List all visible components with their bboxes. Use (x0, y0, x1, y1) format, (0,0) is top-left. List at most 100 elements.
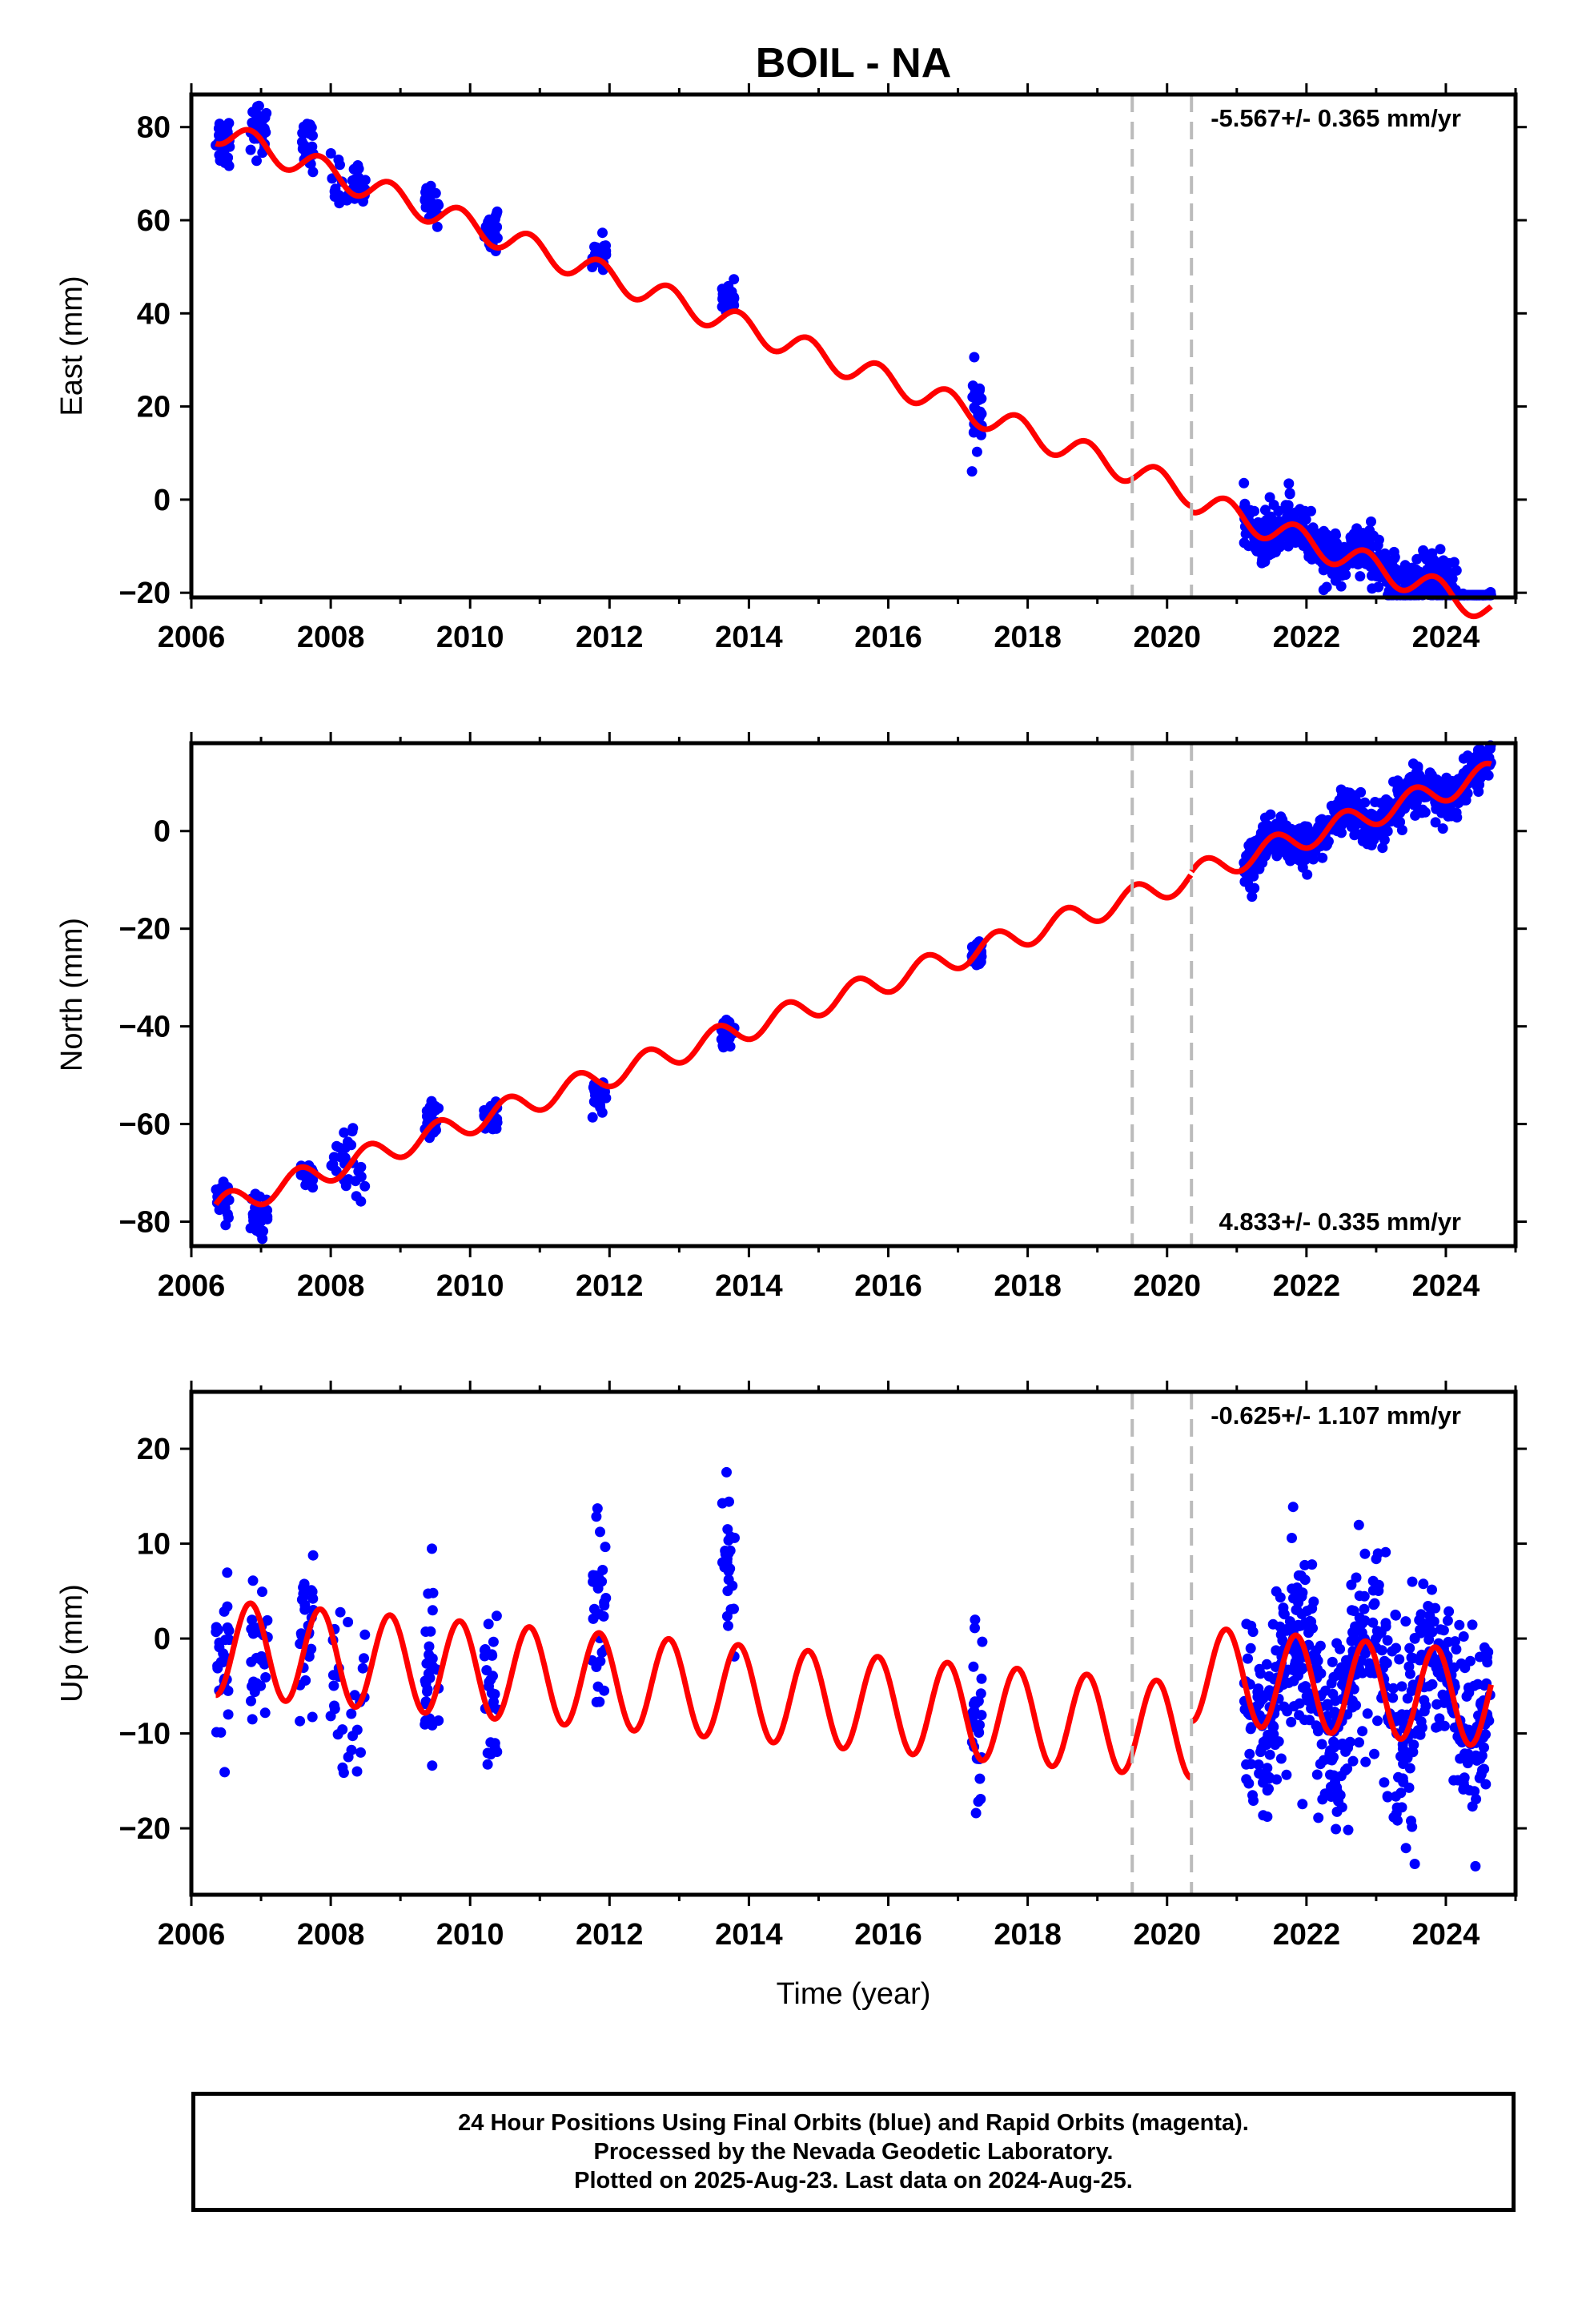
data-point (1275, 811, 1287, 822)
data-point (220, 1634, 231, 1646)
data-point (247, 1575, 259, 1586)
data-point (1241, 1759, 1252, 1770)
data-point (246, 1695, 256, 1707)
data-point (1348, 1606, 1359, 1616)
data-point (590, 247, 601, 259)
data-point (591, 1511, 602, 1522)
plot-frame (189, 1389, 1518, 1897)
data-point (597, 1565, 608, 1575)
data-point (592, 1503, 603, 1514)
data-point (973, 1796, 984, 1807)
data-point (1355, 571, 1366, 582)
data-point (1279, 1609, 1290, 1620)
y-tick-label: 20 (137, 1433, 171, 1466)
data-point (1255, 548, 1267, 559)
data-points (211, 100, 1496, 601)
data-point (307, 1550, 319, 1561)
y-axis-label: Up (mm) (55, 1584, 89, 1703)
data-point (588, 1570, 599, 1581)
data-point (976, 408, 987, 420)
data-point (588, 1603, 600, 1614)
data-point (351, 1766, 363, 1777)
data-point (1267, 1618, 1279, 1630)
data-point (722, 1524, 733, 1535)
data-point (1371, 541, 1383, 552)
data-point (299, 1604, 311, 1615)
model-fit-line (1189, 495, 1494, 620)
data-point (1479, 1742, 1489, 1753)
data-point (1415, 1609, 1427, 1620)
y-tick-label: −20 (119, 1812, 171, 1846)
data-point (1328, 1671, 1339, 1683)
data-point (335, 1606, 346, 1618)
data-point (1339, 1765, 1351, 1776)
data-point (1333, 1795, 1344, 1807)
data-point (967, 1713, 978, 1724)
data-point (211, 1622, 222, 1633)
data-point (587, 1112, 598, 1123)
data-point (219, 124, 230, 135)
data-point (1246, 1620, 1257, 1631)
data-point (1287, 1502, 1299, 1513)
data-point (423, 1588, 434, 1599)
y-axis-label: North (mm) (55, 918, 89, 1072)
data-point (1261, 1659, 1272, 1670)
data-point (594, 1696, 605, 1707)
data-point (359, 1180, 371, 1192)
data-point (969, 352, 980, 363)
data-point (1262, 1811, 1273, 1822)
data-point (600, 246, 612, 256)
data-point (1375, 798, 1387, 809)
data-point (1267, 1720, 1279, 1731)
data-point (262, 1213, 273, 1224)
data-point (1307, 1559, 1318, 1570)
data-point (1437, 823, 1448, 834)
data-point (597, 227, 608, 239)
data-point (307, 141, 318, 152)
data-point (1315, 1640, 1326, 1651)
x-tick-label: 2010 (436, 1269, 504, 1303)
data-point (1335, 581, 1347, 592)
data-point (357, 1663, 368, 1674)
data-point (723, 1534, 734, 1546)
data-point (491, 1123, 502, 1134)
data-point (1256, 1769, 1267, 1780)
data-point (591, 1662, 602, 1672)
data-point (307, 1586, 318, 1597)
data-point (1379, 826, 1390, 837)
data-point (1312, 1655, 1323, 1667)
data-point (339, 1127, 350, 1138)
y-tick-label: −80 (119, 1206, 171, 1240)
data-point (1452, 778, 1463, 789)
data-point (1452, 1775, 1464, 1786)
data-point (257, 1586, 267, 1598)
data-point (1434, 1713, 1445, 1724)
data-point (1294, 1710, 1305, 1721)
data-point (422, 1684, 433, 1695)
data-point (1430, 817, 1441, 828)
data-point (1416, 807, 1427, 818)
data-point (257, 1233, 268, 1244)
data-point (729, 274, 740, 285)
x-tick-label: 2020 (1133, 1269, 1201, 1303)
data-point (302, 119, 313, 130)
data-point (1319, 1788, 1331, 1799)
data-point (1470, 1860, 1481, 1872)
data-point (259, 1707, 271, 1719)
x-tick-label: 2016 (854, 621, 922, 654)
data-point (1387, 1646, 1398, 1657)
data-point (1380, 1546, 1391, 1558)
x-tick-label: 2018 (994, 1269, 1062, 1303)
data-point (1357, 1726, 1368, 1737)
data-point (1404, 772, 1415, 783)
data-point (1475, 1753, 1486, 1764)
data-point (298, 1582, 309, 1593)
data-point (1331, 1806, 1343, 1817)
data-point (729, 1603, 739, 1614)
data-point (1338, 1673, 1349, 1684)
data-point (1323, 1754, 1335, 1765)
data-point (1295, 855, 1306, 866)
data-point (1360, 1756, 1371, 1767)
data-point (1293, 1658, 1304, 1669)
data-point (970, 386, 981, 397)
